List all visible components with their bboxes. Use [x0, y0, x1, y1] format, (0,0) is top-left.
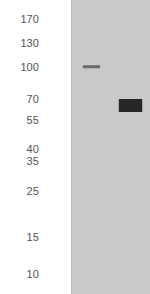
svg-text:70: 70: [27, 93, 39, 105]
svg-text:170: 170: [20, 13, 38, 25]
svg-text:35: 35: [27, 155, 39, 167]
svg-text:130: 130: [20, 37, 38, 49]
svg-text:40: 40: [27, 143, 39, 155]
svg-text:25: 25: [27, 185, 39, 197]
svg-text:100: 100: [20, 61, 38, 73]
svg-text:15: 15: [27, 231, 39, 243]
svg-text:55: 55: [27, 114, 39, 126]
svg-text:10: 10: [27, 268, 39, 280]
